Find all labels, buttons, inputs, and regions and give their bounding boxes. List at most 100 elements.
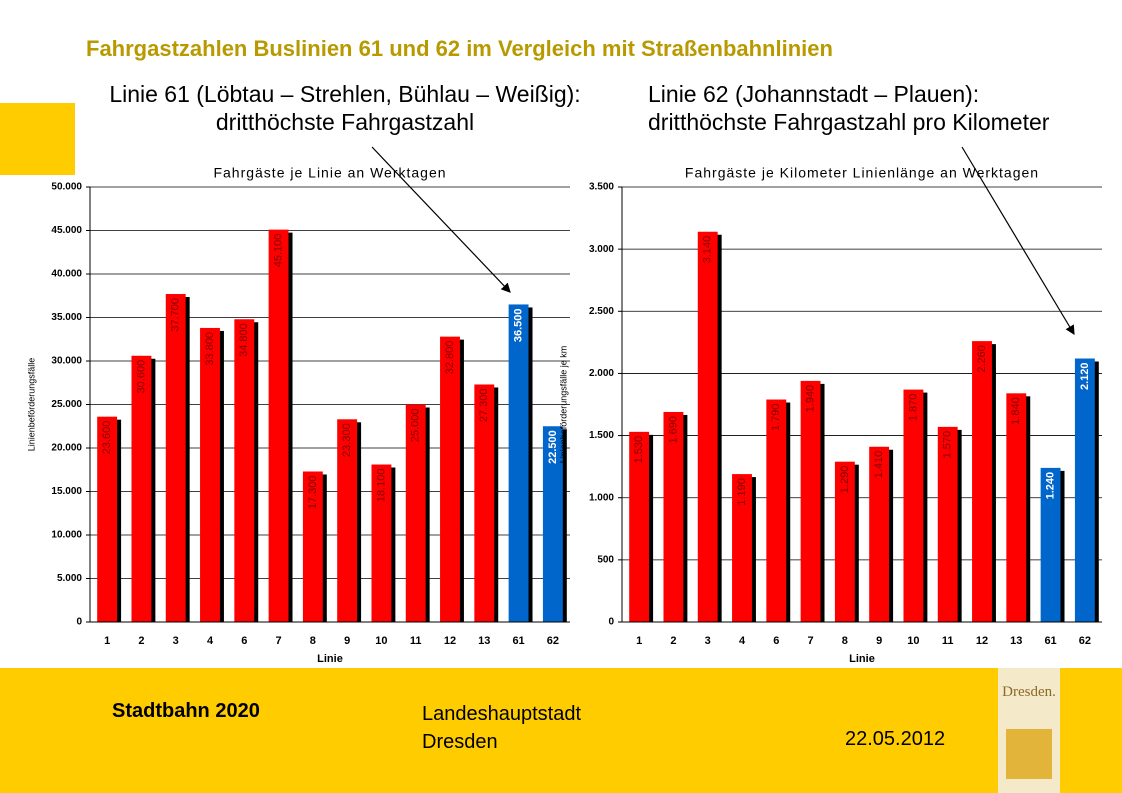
x-tick-label: 2 <box>138 635 144 647</box>
bar <box>869 446 890 622</box>
y-tick-label: 2.500 <box>589 306 614 317</box>
x-tick-label: 10 <box>375 635 387 647</box>
y-tick-label: 30.000 <box>51 356 82 367</box>
x-tick-label: 4 <box>739 635 746 647</box>
y-tick-label: 50.000 <box>51 182 82 193</box>
y-tick-label: 0 <box>608 617 614 628</box>
bar <box>508 304 529 622</box>
y-tick-label: 15.000 <box>51 486 82 497</box>
bar <box>697 231 718 622</box>
value-label: 22.500 <box>547 430 559 464</box>
chart-heading: Linie 61 (Löbtau – Strehlen, Bühlau – We… <box>90 80 600 136</box>
y-tick-label: 5.000 <box>57 573 82 584</box>
footer-line: Landeshauptstadt <box>422 703 582 725</box>
x-tick-label: 7 <box>276 635 282 647</box>
value-label: 1.690 <box>667 416 679 444</box>
x-tick-label: 9 <box>344 635 350 647</box>
x-tick-label: 13 <box>1010 635 1022 647</box>
logo-text: Dresden. <box>1002 684 1056 700</box>
chart-title: Fahrgäste je Kilometer Linienlänge an We… <box>685 165 1039 181</box>
arrow <box>371 146 511 293</box>
value-label: 25.000 <box>410 409 422 443</box>
value-label: 34.800 <box>238 323 250 357</box>
value-label: 1.570 <box>942 431 954 459</box>
x-tick-label: 62 <box>547 635 559 647</box>
bar <box>97 416 118 622</box>
bar <box>800 380 821 622</box>
value-label: 1.790 <box>770 404 782 432</box>
x-tick-label: 7 <box>808 635 814 647</box>
bar <box>629 431 650 622</box>
bar <box>200 327 220 622</box>
value-label: 2.260 <box>976 345 988 373</box>
x-axis-label: Linie <box>317 653 343 665</box>
footer-date: 22.05.2012 <box>845 728 946 750</box>
y-tick-label: 3.500 <box>589 182 614 193</box>
y-tick-label: 500 <box>597 554 614 565</box>
logo: Dresden. <box>998 668 1060 793</box>
x-tick-label: 11 <box>942 635 954 647</box>
chart-heading: Linie 62 (Johannstadt – Plauen): dritthö… <box>648 80 1049 136</box>
value-label: 1.940 <box>804 385 816 413</box>
x-tick-label: 4 <box>207 635 214 647</box>
value-label: 23.300 <box>341 423 353 457</box>
value-label: 27.300 <box>478 388 490 422</box>
footer: Stadtbahn 2020 Landeshauptstadt Dresden … <box>0 668 1122 793</box>
y-tick-label: 45.000 <box>51 225 82 236</box>
value-label: 37.700 <box>170 298 182 332</box>
x-tick-label: 12 <box>444 635 456 647</box>
value-label: 1.840 <box>1010 397 1022 425</box>
value-label: 3.140 <box>702 236 714 264</box>
bar <box>1006 393 1027 622</box>
bar <box>268 229 289 622</box>
bar <box>440 336 460 622</box>
bar <box>903 389 924 622</box>
value-label: 1.290 <box>839 466 851 494</box>
x-tick-label: 13 <box>478 635 490 647</box>
bar <box>834 461 855 622</box>
bar <box>1040 467 1061 622</box>
bar <box>337 419 358 622</box>
y-tick-label: 1.500 <box>589 430 614 441</box>
slide-title: Fahrgastzahlen Buslinien 61 und 62 im Ve… <box>86 36 833 61</box>
x-tick-label: 10 <box>907 635 919 647</box>
value-label: 23.600 <box>101 421 113 455</box>
value-label: 2.120 <box>1079 363 1091 391</box>
value-label: 1.240 <box>1044 472 1056 500</box>
bar <box>663 411 684 622</box>
y-axis-label: Linienbeförderungsfälle je km <box>558 346 568 464</box>
y-axis-label: Linienbeförderungsfälle <box>26 358 36 452</box>
heading-line: Linie 61 (Löbtau – Strehlen, Bühlau – We… <box>109 81 581 107</box>
value-label: 30.600 <box>135 360 147 394</box>
y-tick-label: 0 <box>76 617 82 628</box>
arrow <box>961 146 1075 336</box>
logo-emblem <box>1006 729 1052 779</box>
accent-block <box>0 103 75 175</box>
bar <box>542 426 563 622</box>
value-label: 18.100 <box>375 469 387 503</box>
y-tick-label: 20.000 <box>51 443 82 454</box>
footer-line: Dresden <box>422 731 498 753</box>
value-label: 1.870 <box>907 394 919 422</box>
x-tick-label: 2 <box>670 635 676 647</box>
bar <box>972 341 992 622</box>
bar <box>371 464 392 622</box>
value-label: 1.190 <box>736 478 748 506</box>
bar <box>405 404 426 622</box>
y-tick-label: 10.000 <box>51 530 82 541</box>
x-tick-label: 6 <box>773 635 779 647</box>
heading-line: dritthöchste Fahrgastzahl <box>215 109 475 135</box>
x-tick-label: 6 <box>241 635 247 647</box>
value-label: 32.800 <box>444 341 456 375</box>
x-tick-label: 8 <box>842 635 848 647</box>
bar <box>1074 358 1095 622</box>
y-tick-label: 1.000 <box>589 492 614 503</box>
y-tick-label: 40.000 <box>51 269 82 280</box>
x-tick-label: 9 <box>876 635 882 647</box>
bar <box>234 319 255 622</box>
x-tick-label: 61 <box>1044 635 1056 647</box>
x-tick-label: 8 <box>310 635 316 647</box>
value-label: 1.530 <box>633 436 645 464</box>
bar <box>766 399 787 622</box>
